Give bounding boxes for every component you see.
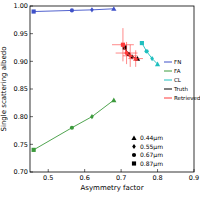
y-tick-label: 0.95 (14, 30, 28, 38)
x-tick-label: 0.6 (79, 174, 89, 182)
y-tick (30, 33, 33, 34)
x-tick (121, 169, 122, 172)
legend-label: 0.67µm (140, 151, 163, 159)
point (111, 97, 116, 102)
point (90, 7, 94, 12)
legend-label: 0.44µm (140, 134, 163, 142)
y-tick-label: 0.70 (14, 168, 28, 176)
x-tick (48, 169, 49, 172)
legend-label: 0.87µm (140, 160, 163, 168)
x-tick-label: 0.8 (152, 174, 162, 182)
point (32, 9, 36, 13)
y-tick-label: 0.85 (14, 85, 28, 93)
point (124, 51, 128, 55)
legend-line (164, 71, 172, 72)
x-tick-label: 0.7 (116, 174, 126, 182)
point (70, 8, 74, 12)
point (133, 56, 138, 61)
series-line (34, 9, 114, 12)
legend-marker (132, 161, 136, 165)
x-tick (157, 169, 158, 172)
legend-line (164, 98, 172, 99)
x-tick-label: 0.5 (43, 174, 53, 182)
legend-label: CL (174, 77, 182, 83)
point (145, 49, 149, 53)
y-tick (30, 89, 33, 90)
x-tick-label: 0.9 (189, 174, 199, 182)
legend-label: Retrieved (174, 95, 200, 101)
legend-label: Truth (173, 86, 188, 92)
legend-line (164, 80, 172, 81)
y-tick-label: 0.90 (14, 58, 28, 66)
point (155, 62, 160, 67)
point (32, 148, 36, 152)
x-axis-label: Asymmetry factor (80, 184, 143, 192)
y-tick (30, 116, 33, 117)
legend-line (164, 89, 172, 90)
point (140, 41, 144, 45)
y-tick-label: 0.80 (14, 113, 28, 121)
x-tick (194, 169, 195, 172)
point (70, 126, 74, 130)
chart: 0.5 0.6 0.7 0.8 0.9 0.70 0.75 0.80 0.85 0.90 0.95 1… (0, 0, 200, 197)
point (111, 6, 116, 11)
series-line (142, 43, 158, 64)
y-tick (30, 6, 33, 7)
legend-marker (132, 153, 136, 157)
y-tick-label: 0.75 (14, 141, 28, 149)
legend-marker (132, 144, 136, 149)
y-tick (30, 61, 33, 62)
point (128, 53, 132, 58)
point (121, 43, 125, 47)
point (90, 114, 94, 119)
legend-label: FN (174, 59, 181, 65)
legend-label: FA (174, 68, 181, 74)
y-axis-label: Single scattering albedo (0, 47, 8, 132)
legend-line (164, 62, 172, 63)
plot-area (32, 6, 161, 152)
y-tick-label: 1.00 (14, 2, 28, 10)
legend-label: 0.55µm (140, 143, 163, 151)
series-line (34, 100, 114, 150)
x-tick (84, 169, 85, 172)
y-tick (30, 144, 33, 145)
legend-marker (131, 135, 136, 140)
frame (30, 6, 194, 172)
y-tick (30, 172, 33, 173)
point (150, 56, 154, 61)
